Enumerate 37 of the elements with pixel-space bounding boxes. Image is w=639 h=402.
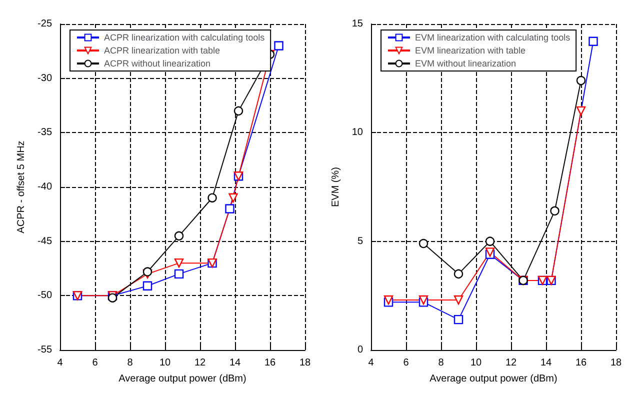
- y-tick-label: 10: [352, 127, 364, 138]
- x-tick-label: 4: [57, 358, 64, 368]
- y-tick-label: -25: [38, 18, 52, 30]
- x-tick-label: 10: [470, 358, 482, 368]
- y-tick-label: 5: [357, 236, 364, 247]
- x-tick-label: 12: [194, 358, 206, 368]
- x-tick-label: 14: [229, 358, 241, 368]
- y-tick-label: -35: [38, 127, 52, 138]
- x-tick-label: 16: [264, 358, 276, 368]
- y-axis-title: ACPR - offset 5 MHz: [16, 140, 28, 234]
- y-tick-label: -55: [38, 344, 52, 356]
- x-tick-label: 18: [610, 358, 622, 368]
- legend-label: EVM without linearization: [415, 58, 516, 68]
- y-tick-label: 0: [357, 344, 364, 356]
- x-tick-label: 14: [540, 358, 552, 368]
- legend-label: EVM linearization with table: [415, 46, 526, 56]
- x-tick-label: 8: [438, 358, 444, 368]
- y-tick-label: -40: [38, 182, 52, 192]
- x-tick-label: 16: [575, 358, 587, 368]
- x-tick-label: 8: [127, 358, 134, 368]
- x-tick-label: 12: [505, 358, 517, 368]
- y-tick-label: -50: [38, 290, 52, 302]
- x-tick-label: 6: [403, 358, 410, 368]
- legend-label: ACPR without linearization: [104, 58, 211, 68]
- y-tick-label: 15: [352, 18, 364, 30]
- x-tick-label: 18: [299, 358, 311, 368]
- legend-label: EVM linearization with calculating tools: [415, 32, 571, 42]
- x-tick-label: 6: [92, 358, 98, 368]
- y-tick-label: -45: [38, 236, 52, 247]
- x-tick-label: 4: [368, 358, 374, 368]
- x-tick-label: 10: [159, 358, 171, 368]
- x-axis-title: Average output power (dBm): [118, 374, 246, 384]
- legend-label: ACPR linearization with calculating tools: [104, 32, 266, 42]
- legend-label: ACPR linearization with table: [104, 46, 220, 56]
- y-tick-label: -30: [38, 72, 52, 84]
- x-axis-title: Average output power (dBm): [430, 374, 558, 384]
- y-axis-title: EVM (%): [330, 167, 342, 207]
